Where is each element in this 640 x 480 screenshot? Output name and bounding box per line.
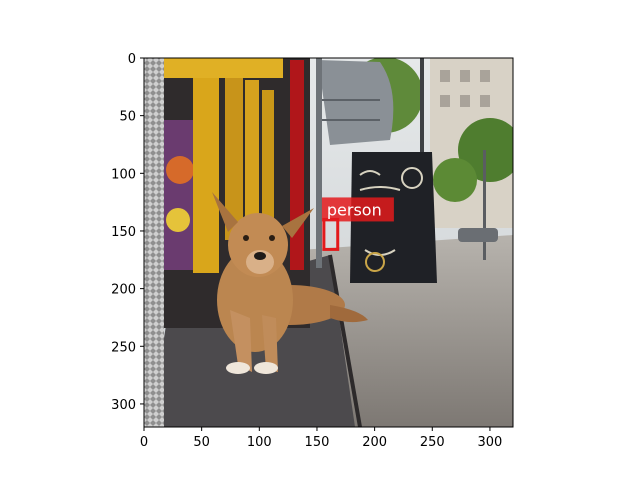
y-tick-label: 200 [111,283,136,298]
y-tick-label: 100 [111,167,136,182]
x-tick-label: 150 [305,435,330,450]
dog [212,192,368,374]
yellow-post [193,58,219,273]
y-tick-label: 50 [119,110,136,125]
x-tick-label: 200 [362,435,387,450]
car [458,228,498,242]
red-column [290,60,304,270]
detections: person [321,197,394,251]
y-tick-label: 250 [111,340,136,355]
axes-frame [143,57,514,428]
y-tick-label: 150 [111,225,136,240]
x-tick-label: 250 [420,435,445,450]
pole [420,58,424,238]
x-tick-label: 50 [193,435,210,450]
x-tick-label: 100 [247,435,272,450]
x-tick-label: 300 [478,435,503,450]
canopy [318,60,394,145]
x-tick-label: 0 [140,435,148,450]
y-tick-label: 300 [111,398,136,413]
diamond-wall [144,58,164,427]
axis-ticks: 0 50 100 150 200 250 300 0 50 100 150 200 250 300 [111,52,502,450]
photo [144,58,513,427]
detection-label: person [327,200,382,219]
y-tick-label: 0 [128,52,136,67]
detection-label-bg [321,197,394,222]
